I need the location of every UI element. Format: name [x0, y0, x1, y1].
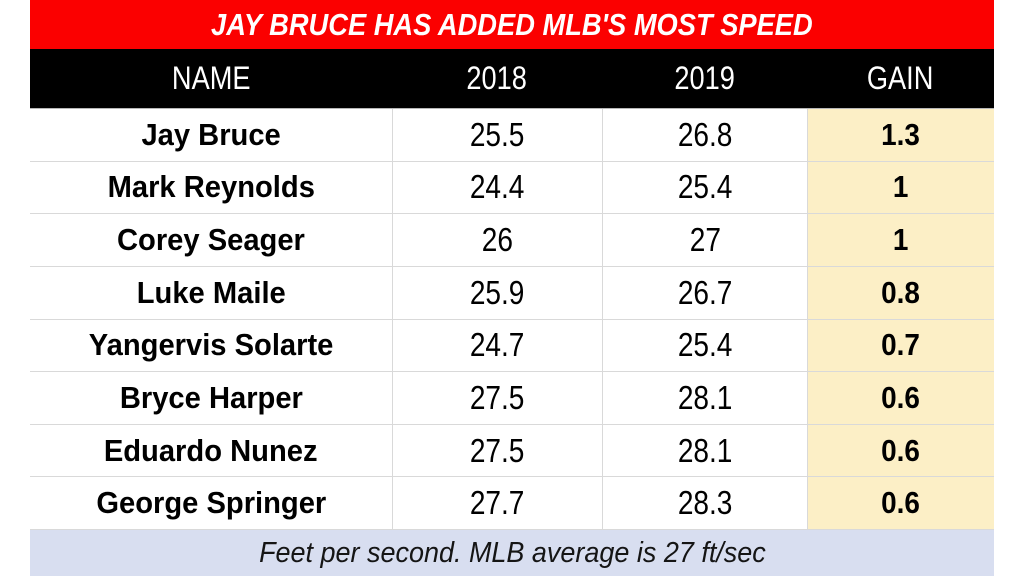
player-name-cell: Yangervis Solarte — [30, 320, 392, 372]
speed-2018-cell: 24.4 — [392, 161, 602, 214]
speed-2018-value: 25.5 — [470, 115, 525, 153]
speed-2019-value: 28.1 — [677, 431, 733, 469]
speed-2019-cell: 28.1 — [602, 424, 807, 477]
speed-2019-cell: 27 — [602, 214, 807, 266]
speed-2019-cell: 26.8 — [602, 109, 807, 161]
footer-note-text: Feet per second. MLB average is 27 ft/se… — [258, 536, 766, 569]
speed-gain-cell: 0.6 — [807, 477, 994, 529]
footer-note-bar: Feet per second. MLB average is 27 ft/se… — [30, 530, 994, 576]
table-row: Eduardo Nunez 27.5 28.1 0.6 — [30, 424, 994, 478]
player-name: Eduardo Nunez — [104, 432, 318, 468]
column-header-name-label: NAME — [171, 60, 251, 96]
player-name: Jay Bruce — [141, 116, 281, 152]
page-title: JAY BRUCE HAS ADDED MLB'S MOST SPEED — [211, 6, 813, 42]
speed-2019-value: 25.4 — [677, 326, 733, 364]
player-name-cell: Corey Seager — [30, 214, 392, 266]
speed-gain-cell: 0.6 — [807, 424, 994, 477]
column-header-gain-label: GAIN — [867, 60, 934, 96]
table-row: Bryce Harper 27.5 28.1 0.6 — [30, 372, 994, 425]
speed-2018-cell: 25.5 — [392, 109, 602, 161]
player-name-cell: Mark Reynolds — [30, 162, 392, 214]
speed-2019-cell: 26.7 — [602, 266, 807, 319]
speed-gain-value: 0.6 — [881, 379, 921, 415]
speed-2019-value: 28.3 — [677, 484, 733, 522]
speed-gain-cell: 0.8 — [807, 266, 994, 319]
speed-2018-value: 27.5 — [470, 378, 525, 416]
speed-gain-cell: 1 — [807, 214, 994, 266]
column-header-2018: 2018 — [392, 49, 602, 108]
speed-gain-cell: 0.7 — [807, 319, 994, 372]
speed-2018-value: 26 — [481, 221, 514, 259]
speed-2019-value: 28.1 — [677, 378, 733, 416]
speed-2018-cell: 27.5 — [392, 372, 602, 424]
speed-gain-value: 0.7 — [881, 327, 921, 363]
table-row: Yangervis Solarte 24.7 25.4 0.7 — [30, 319, 994, 373]
player-name: Yangervis Solarte — [88, 327, 334, 363]
speed-2018-cell: 25.9 — [392, 266, 602, 319]
speed-gain-cell: 1.3 — [807, 109, 994, 161]
speed-2018-cell: 27.5 — [392, 424, 602, 477]
speed-2018-cell: 26 — [392, 214, 602, 266]
table-body: Jay Bruce 25.5 26.8 1.3 Mark Reynolds 24… — [30, 108, 994, 530]
table-row: Jay Bruce 25.5 26.8 1.3 — [30, 109, 994, 162]
speed-2018-value: 24.4 — [470, 168, 525, 206]
speed-2018-cell: 27.7 — [392, 477, 602, 529]
title-bar: JAY BRUCE HAS ADDED MLB'S MOST SPEED — [30, 0, 994, 49]
player-name: George Springer — [96, 485, 326, 521]
speed-gain-value: 0.6 — [881, 485, 921, 521]
speed-gain-value: 1 — [893, 222, 909, 258]
player-name-cell: George Springer — [30, 477, 392, 529]
player-name: Luke Maile — [136, 274, 286, 310]
table-row: Corey Seager 26 27 1 — [30, 214, 994, 267]
table-row: Mark Reynolds 24.4 25.4 1 — [30, 161, 994, 215]
speed-2018-value: 27.7 — [470, 484, 525, 522]
speed-2019-cell: 25.4 — [602, 161, 807, 214]
speed-2019-cell: 28.3 — [602, 477, 807, 529]
table-row: George Springer 27.7 28.3 0.6 — [30, 477, 994, 530]
speed-2018-value: 27.5 — [470, 431, 525, 469]
table-row: Luke Maile 25.9 26.7 0.8 — [30, 266, 994, 320]
speed-gain-value: 0.8 — [881, 274, 921, 310]
speed-2019-value: 26.8 — [677, 115, 733, 153]
player-name-cell: Eduardo Nunez — [30, 425, 392, 477]
column-header-2018-label: 2018 — [466, 60, 528, 96]
speed-2018-value: 25.9 — [470, 273, 525, 311]
player-name: Bryce Harper — [119, 379, 303, 415]
speed-gain-cell: 0.6 — [807, 372, 994, 424]
player-name-cell: Jay Bruce — [30, 109, 392, 161]
speed-2019-value: 25.4 — [677, 168, 733, 206]
speed-2019-cell: 28.1 — [602, 372, 807, 424]
speed-2019-cell: 25.4 — [602, 319, 807, 372]
player-name: Corey Seager — [117, 222, 305, 258]
column-header-2019-label: 2019 — [674, 60, 735, 96]
column-header-2019: 2019 — [602, 49, 807, 108]
column-header-name: NAME — [30, 49, 392, 108]
player-name: Mark Reynolds — [107, 169, 315, 205]
speed-2018-cell: 24.7 — [392, 319, 602, 372]
table-header-row: NAME 2018 2019 GAIN — [30, 49, 994, 108]
speed-2018-value: 24.7 — [470, 326, 525, 364]
player-name-cell: Luke Maile — [30, 267, 392, 319]
speed-gain-value: 0.6 — [881, 432, 921, 468]
player-name-cell: Bryce Harper — [30, 372, 392, 424]
speed-gain-table: JAY BRUCE HAS ADDED MLB'S MOST SPEED NAM… — [30, 0, 994, 576]
column-header-gain: GAIN — [807, 49, 994, 108]
speed-gain-value: 1.3 — [881, 116, 921, 152]
speed-gain-cell: 1 — [807, 161, 994, 214]
speed-2019-value: 27 — [689, 221, 721, 259]
speed-2019-value: 26.7 — [677, 273, 733, 311]
speed-gain-value: 1 — [893, 169, 909, 205]
